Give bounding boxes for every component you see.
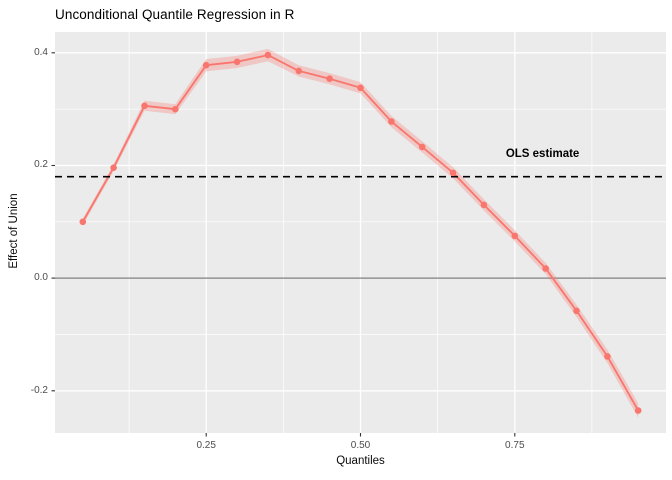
- x-tick-label-025: 0.25: [196, 440, 216, 451]
- data-point: [449, 169, 457, 177]
- data-point: [573, 307, 580, 315]
- data-point: [388, 118, 395, 125]
- x-tick-label-075: 0.75: [505, 440, 525, 451]
- ols-estimate-label: OLS estimate: [505, 147, 580, 160]
- data-point: [141, 102, 148, 110]
- data-point: [634, 407, 642, 414]
- y-tick-label-00: 0.0: [34, 272, 48, 284]
- data-point: [542, 265, 549, 272]
- data-point: [357, 84, 364, 92]
- data-point: [202, 61, 210, 69]
- x-axis-title: Quantiles: [336, 455, 385, 467]
- data-point: [326, 75, 333, 82]
- y-tick-label-04: 0.4: [34, 46, 48, 58]
- data-point: [172, 105, 179, 113]
- data-point: [418, 143, 426, 151]
- data-point: [110, 164, 117, 171]
- data-point: [295, 67, 303, 75]
- data-point: [264, 51, 272, 59]
- x-tick-label-050: 0.50: [350, 440, 371, 451]
- data-point: [480, 201, 488, 209]
- y-tick-label-neg02: -0.2: [30, 384, 48, 396]
- data-point: [604, 353, 611, 360]
- y-tick-label-02: 0.2: [34, 159, 48, 171]
- data-point: [511, 232, 519, 240]
- data-point: [233, 58, 241, 66]
- chart-title: Unconditional Quantile Regression in R: [55, 7, 295, 22]
- data-point: [79, 218, 87, 226]
